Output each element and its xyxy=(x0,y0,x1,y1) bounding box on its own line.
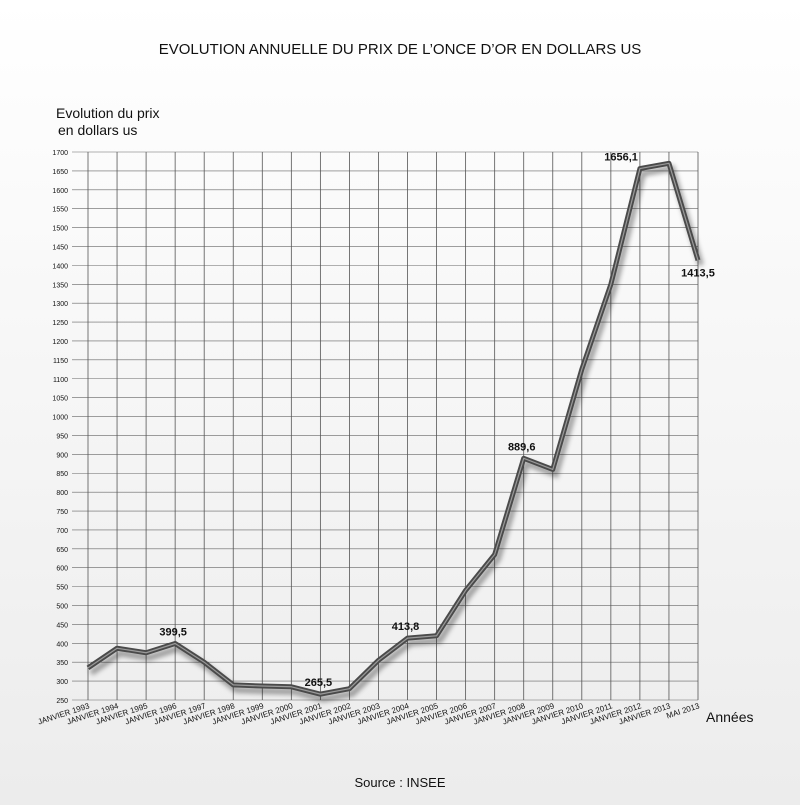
value-label: 413,8 xyxy=(392,621,420,633)
y-tick-label: 400 xyxy=(56,641,68,648)
source: Source : INSEE xyxy=(354,775,445,790)
x-axis-label: Années xyxy=(706,709,753,725)
y-tick-label: 1650 xyxy=(52,169,68,176)
value-label: 889,6 xyxy=(508,441,536,453)
y-tick-label: 550 xyxy=(56,585,68,592)
y-tick-label: 700 xyxy=(56,528,68,535)
y-tick-label: 500 xyxy=(56,604,68,611)
y-tick-label: 750 xyxy=(56,509,68,516)
y-tick-label: 250 xyxy=(56,698,68,705)
y-tick-label: 1150 xyxy=(53,358,68,365)
y-tick-label: 650 xyxy=(56,547,68,554)
y-tick-label: 1100 xyxy=(53,377,68,384)
y-tick-label: 1400 xyxy=(52,263,68,270)
y-tick-label: 1450 xyxy=(52,244,68,251)
value-label: 399,5 xyxy=(159,626,187,638)
y-tick-label: 1500 xyxy=(52,226,68,233)
y-tick-label: 1600 xyxy=(52,188,68,195)
y-tick-label: 300 xyxy=(56,679,68,686)
y-axis-label: Evolution du prix xyxy=(56,105,160,121)
y-axis-label: en dollars us xyxy=(58,122,137,138)
y-tick-label: 1700 xyxy=(52,150,68,157)
y-tick-label: 1250 xyxy=(52,320,68,327)
y-tick-label: 900 xyxy=(56,452,68,459)
line-shadow xyxy=(89,164,704,703)
y-tick-label: 1000 xyxy=(52,415,68,422)
value-label: 265,5 xyxy=(305,677,333,689)
y-tick-label: 1550 xyxy=(52,207,68,214)
y-tick-label: 850 xyxy=(56,471,68,478)
value-label: 1656,1 xyxy=(604,152,638,164)
y-tick-label: 1300 xyxy=(52,301,68,308)
y-tick-label: 950 xyxy=(56,433,68,440)
y-tick-label: 600 xyxy=(56,566,68,573)
y-tick-label: 800 xyxy=(56,490,68,497)
y-tick-label: 1200 xyxy=(52,339,68,346)
y-tick-label: 450 xyxy=(56,622,68,629)
y-tick-label: 350 xyxy=(56,660,68,667)
y-tick-label: 1350 xyxy=(52,282,68,289)
value-label: 1413,5 xyxy=(681,267,715,279)
y-tick-label: 1050 xyxy=(52,396,68,403)
line-highlight xyxy=(87,162,699,695)
chart-title: EVOLUTION ANNUELLE DU PRIX DE L’ONCE D’O… xyxy=(159,41,642,58)
